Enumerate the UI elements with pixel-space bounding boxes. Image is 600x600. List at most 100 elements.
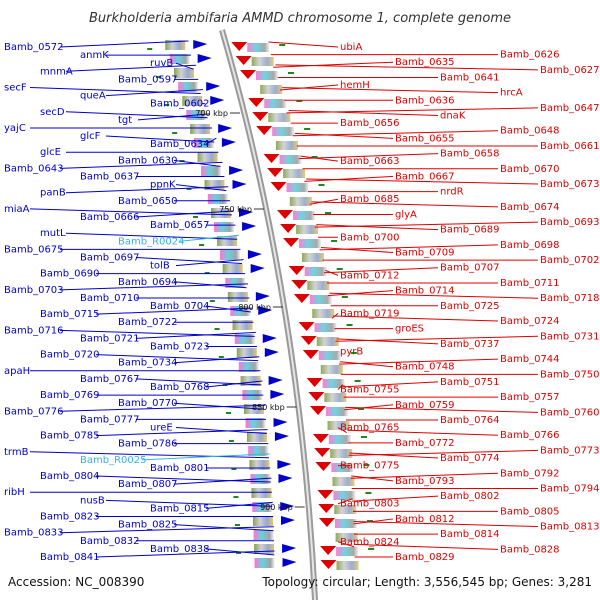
right-gene-label: dnaK	[440, 111, 466, 122]
regulatory-marker	[204, 272, 210, 274]
feature-stripe	[245, 418, 266, 428]
feature-stripe	[165, 40, 186, 50]
feature-stripe	[254, 544, 275, 554]
left-gene-label: mnmA	[40, 66, 73, 77]
left-leader-line	[135, 378, 262, 386]
left-gene-label: ruvB	[150, 58, 173, 69]
left-leader-line	[173, 356, 260, 364]
right-gene-label: Bamb_0764	[440, 415, 500, 426]
right-leader-line	[339, 361, 394, 368]
left-gene-label: trmB	[4, 447, 29, 458]
left-leader-line	[135, 256, 243, 264]
right-leader-line	[345, 406, 539, 413]
left-gene-label: Bamb_R0024	[118, 236, 184, 247]
left-leader-line	[65, 186, 229, 194]
right-leader-line	[329, 292, 539, 299]
right-leader-line	[328, 290, 394, 297]
regulatory-marker	[296, 100, 303, 102]
left-gene-label: Bamb_0643	[4, 163, 64, 174]
feature-stripe	[232, 320, 253, 330]
feature-stripe	[193, 138, 214, 148]
right-strand-gene	[248, 98, 265, 107]
regulatory-marker	[336, 268, 343, 270]
left-leader-line	[95, 307, 253, 315]
right-gene-label: ubiA	[340, 42, 362, 53]
regulatory-marker	[236, 552, 242, 554]
right-leader-line	[323, 267, 439, 274]
feature-stripe	[264, 99, 287, 108]
feature-stripe	[328, 435, 351, 444]
right-gene-label: Bamb_0674	[500, 202, 560, 213]
feature-stripe	[335, 533, 358, 542]
left-strand-gene	[197, 54, 212, 63]
left-leader-line	[29, 208, 232, 216]
left-strand-gene	[280, 516, 295, 525]
left-gene-label: Bamb_0807	[118, 479, 178, 490]
feature-stripe	[260, 85, 283, 94]
right-gene-label: pyrB	[340, 346, 363, 357]
regulatory-marker	[218, 356, 224, 358]
regulatory-marker	[234, 524, 240, 526]
feature-stripe	[333, 491, 356, 500]
left-leader-line	[173, 477, 272, 485]
feature-stripe	[318, 351, 341, 360]
left-leader-line	[135, 331, 256, 339]
right-gene-label: Bamb_0667	[395, 171, 455, 182]
regulatory-marker	[325, 212, 332, 214]
left-gene-label: Bamb_0768	[150, 382, 210, 393]
left-gene-label: Bamb_0770	[118, 398, 178, 409]
left-gene-label: Bamb_0777	[80, 414, 140, 425]
right-leader-line	[353, 521, 539, 528]
left-strand-gene	[193, 40, 208, 49]
left-gene-label: Bamb_0694	[118, 277, 178, 288]
left-leader-line	[105, 135, 215, 143]
right-gene-label: Bamb_0803	[340, 499, 400, 510]
left-leader-line	[59, 404, 266, 412]
right-gene-label: Bamb_0670	[500, 164, 560, 175]
regulatory-marker	[346, 324, 353, 326]
left-strand-gene	[232, 180, 247, 189]
right-leader-line	[275, 64, 539, 71]
feature-stripe	[334, 519, 357, 528]
right-gene-label: Bamb_0724	[500, 316, 560, 327]
feature-stripe	[309, 295, 332, 304]
feature-stripe	[236, 348, 257, 358]
left-strand-gene	[258, 306, 273, 315]
left-strand-gene	[282, 558, 297, 567]
right-strand-gene	[317, 490, 334, 499]
feature-stripe	[283, 169, 306, 178]
left-strand-gene	[242, 222, 257, 231]
left-leader-line	[205, 380, 263, 388]
regulatory-marker	[304, 128, 311, 130]
feature-stripe	[275, 141, 298, 150]
left-gene-label: Bamb_0630	[118, 155, 178, 166]
left-gene-label: Bamb_0841	[40, 552, 100, 563]
left-strand-gene	[262, 334, 277, 343]
regulatory-marker	[193, 216, 199, 218]
left-gene-label: ribH	[4, 487, 25, 498]
feature-stripe	[248, 446, 269, 456]
right-strand-gene	[277, 210, 294, 219]
right-leader-line	[306, 178, 539, 185]
right-gene-label: Bamb_0744	[500, 354, 560, 365]
right-gene-label: Bamb_0750	[540, 369, 600, 380]
right-gene-label: Bamb_0712	[340, 270, 400, 281]
left-gene-label: secD	[40, 107, 65, 118]
feature-stripe	[253, 530, 274, 540]
left-gene-label: Bamb_0697	[80, 252, 140, 263]
left-leader-line	[65, 111, 208, 119]
left-leader-line	[95, 354, 259, 362]
right-leader-line	[279, 84, 339, 91]
right-leader-line	[333, 315, 499, 322]
left-gene-label: Bamb_0650	[118, 196, 178, 207]
feature-stripe	[197, 152, 218, 162]
left-strand-gene	[247, 250, 262, 259]
feature-stripe	[307, 281, 330, 290]
right-strand-gene	[239, 70, 256, 79]
right-gene-label: Bamb_0725	[440, 301, 500, 312]
right-gene-label: Bamb_0792	[500, 468, 560, 479]
right-gene-label: hemH	[340, 80, 370, 91]
left-gene-label: Bamb_0838	[150, 544, 210, 555]
feature-stripe	[222, 264, 243, 274]
